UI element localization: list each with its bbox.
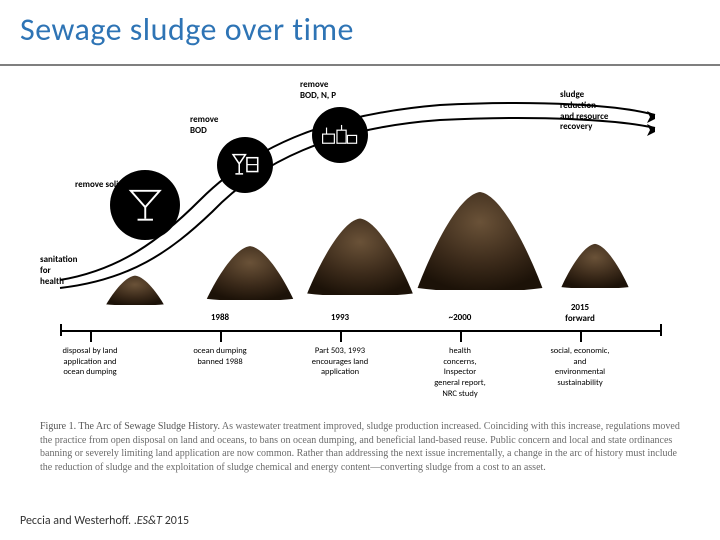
sludge-pile	[560, 243, 630, 288]
timeline-tick	[340, 330, 342, 342]
citation-journal: ES&T	[137, 514, 165, 528]
process-label-solids: remove solids	[75, 180, 127, 191]
caption-lead: Figure 1. The Arc of Sewage Sludge Histo…	[40, 421, 220, 432]
citation-year: 2015	[165, 514, 189, 528]
process-circle	[217, 137, 273, 193]
citation-author: Peccia and Westerhoff. .	[20, 514, 137, 528]
figure: sanitation for health remove solids remove…	[40, 80, 680, 410]
process-label-bod: remove BOD	[190, 115, 218, 137]
timeline-tick	[580, 330, 582, 342]
figure-caption: Figure 1. The Arc of Sewage Sludge Histo…	[40, 420, 680, 474]
timeline-year: 1988	[211, 312, 229, 323]
timeline-year: 2015 forward	[565, 302, 595, 324]
page-title: Sewage sludge over time	[20, 10, 354, 49]
sludge-pile	[305, 217, 415, 295]
process-label-sanitation: sanitation for health	[40, 255, 77, 287]
process-label-recovery: sludge reduction and resource recovery	[560, 90, 608, 133]
sludge-pile	[205, 245, 295, 300]
sludge-pile	[105, 275, 165, 305]
timeline-year: ~2000	[449, 312, 472, 323]
timeline-event: social, economic, and environmental sust…	[525, 346, 635, 389]
timeline-tick	[460, 330, 462, 342]
title-underline	[0, 64, 720, 66]
timeline-year: 1993	[331, 312, 349, 323]
process-circle	[312, 107, 368, 163]
timeline-tick	[90, 330, 92, 342]
timeline-endtick	[60, 324, 62, 336]
timeline-event: health concerns, Inspector general repor…	[405, 346, 515, 399]
process-label-bodnp: remove BOD, N, P	[300, 80, 336, 102]
timeline-tick	[220, 330, 222, 342]
sludge-pile	[415, 190, 545, 290]
timeline-event: ocean dumping banned 1988	[165, 346, 275, 367]
citation: Peccia and Westerhoff. .ES&T 2015	[20, 514, 189, 528]
timeline-endtick	[660, 324, 662, 336]
timeline-event: disposal by land application and ocean d…	[35, 346, 145, 378]
timeline-axis	[60, 330, 660, 332]
timeline-event: Part 503, 1993 encourages land applicati…	[285, 346, 395, 378]
